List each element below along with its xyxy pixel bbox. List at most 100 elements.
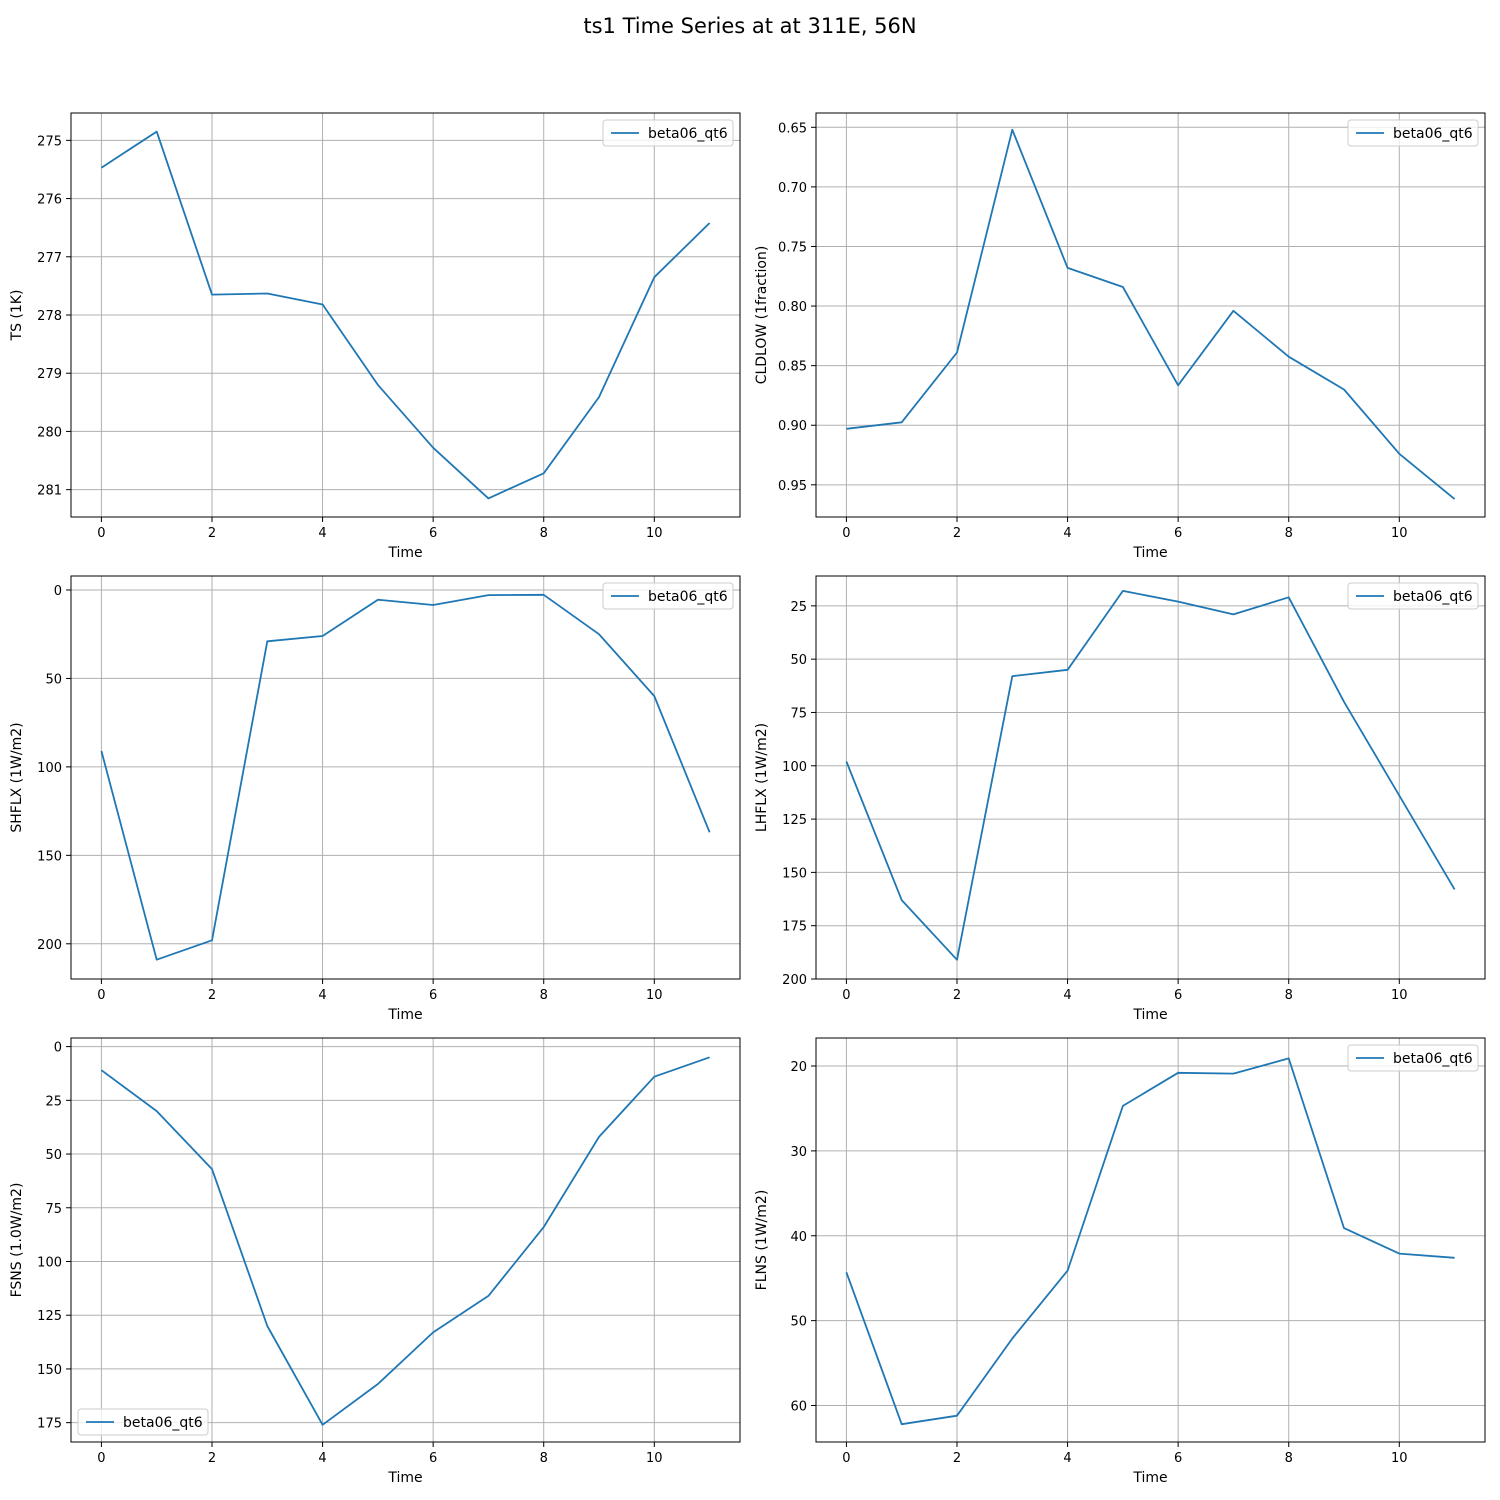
axes-frame [70, 575, 741, 980]
y-tick-label: 150 [37, 849, 62, 864]
series-line [846, 128, 1456, 500]
legend: beta06_qt6 [602, 582, 734, 610]
x-tick-label: 0 [842, 1451, 850, 1466]
y-tick-label: 25 [45, 1094, 62, 1109]
x-tick-label: 6 [429, 526, 437, 541]
legend: beta06_qt6 [77, 1408, 209, 1436]
legend: beta06_qt6 [602, 119, 734, 147]
x-tick-label: 8 [540, 1451, 548, 1466]
y-tick-label: 0 [54, 1041, 62, 1056]
legend: beta06_qt6 [1347, 119, 1479, 147]
x-tick-label: 6 [429, 1451, 437, 1466]
y-tick-label: 20 [790, 1060, 807, 1075]
series-line [845, 1057, 1455, 1426]
series-line [100, 593, 711, 961]
legend-label: beta06_qt6 [1393, 589, 1473, 605]
y-tick-label: 277 [37, 251, 62, 266]
y-tick-label: 100 [37, 1255, 62, 1270]
y-tick-label: 0.80 [778, 300, 807, 315]
legend-box [602, 582, 734, 610]
axes-frame [815, 575, 1486, 980]
x-tick-label: 2 [953, 526, 961, 541]
x-tick-label: 10 [646, 1451, 663, 1466]
x-tick-label: 0 [97, 1451, 105, 1466]
y-tick-label: 100 [782, 760, 807, 775]
y-tick-label: 279 [37, 367, 62, 382]
x-tick-label: 2 [953, 988, 961, 1003]
series-line [100, 130, 711, 500]
x-tick-label: 2 [208, 988, 216, 1003]
x-tick-label: 6 [1174, 1451, 1182, 1466]
x-tick-label: 10 [1391, 1451, 1408, 1466]
y-tick-label: 150 [782, 866, 807, 881]
x-axis-label: Time [1132, 1007, 1167, 1023]
x-tick-label: 6 [429, 988, 437, 1003]
x-tick-label: 4 [318, 1451, 326, 1466]
legend-box [602, 119, 734, 147]
x-tick-label: 0 [842, 988, 850, 1003]
legend-label: beta06_qt6 [123, 1415, 203, 1431]
y-tick-label: 75 [790, 706, 807, 721]
x-tick-label: 4 [1063, 988, 1071, 1003]
x-tick-label: 6 [1174, 526, 1182, 541]
x-axis-label: Time [1132, 545, 1167, 561]
x-tick-label: 10 [1391, 988, 1408, 1003]
y-tick-label: 125 [782, 813, 807, 828]
legend-box [1347, 119, 1479, 147]
legend-box [1347, 582, 1479, 610]
y-tick-label: 50 [45, 1148, 62, 1163]
x-axis-label: Time [1132, 1470, 1167, 1486]
y-tick-label: 50 [790, 653, 807, 668]
y-tick-label: 275 [37, 134, 62, 149]
y-tick-label: 175 [37, 1417, 62, 1432]
y-tick-label: 0.95 [778, 479, 807, 494]
y-axis-label: FSNS (1.0W/m2) [9, 1183, 25, 1298]
chart-panel-6: 0 2 4 6 8 10 20 30 40 50 60 Time FLNS (1W/m2) beta06_… [754, 1037, 1486, 1486]
x-tick-label: 8 [1285, 988, 1293, 1003]
legend-label: beta06_qt6 [648, 126, 728, 142]
y-tick-label: 278 [37, 309, 62, 324]
legend-label: beta06_qt6 [648, 589, 728, 605]
x-tick-label: 8 [540, 526, 548, 541]
y-tick-label: 75 [45, 1202, 62, 1217]
x-tick-label: 2 [208, 1451, 216, 1466]
x-tick-label: 8 [540, 988, 548, 1003]
x-tick-label: 0 [97, 988, 105, 1003]
y-axis-label: SHFLX (1W/m2) [9, 722, 25, 832]
x-axis-label: Time [387, 1007, 422, 1023]
y-tick-label: 0.85 [778, 360, 807, 375]
legend-box [1347, 1044, 1479, 1072]
axes-frame [815, 1037, 1486, 1443]
y-tick-label: 30 [790, 1145, 807, 1160]
legend: beta06_qt6 [1347, 582, 1479, 610]
x-tick-label: 6 [1174, 988, 1182, 1003]
chart-panel-1: 0 2 4 6 8 10 275 276 277 278 279 280 281 Time TS (1K) b… [9, 112, 741, 561]
x-tick-label: 8 [1285, 1451, 1293, 1466]
legend: beta06_qt6 [1347, 1044, 1479, 1072]
x-tick-label: 2 [953, 1451, 961, 1466]
x-axis-label: Time [387, 1470, 422, 1486]
y-tick-label: 175 [782, 920, 807, 935]
y-tick-label: 0 [54, 584, 62, 599]
y-tick-label: 200 [782, 973, 807, 988]
series-line [845, 590, 1456, 961]
y-tick-label: 50 [45, 672, 62, 687]
x-tick-label: 10 [646, 526, 663, 541]
legend-label: beta06_qt6 [1393, 1051, 1473, 1067]
legend-box [77, 1408, 209, 1436]
y-tick-label: 40 [790, 1230, 807, 1245]
y-tick-label: 60 [790, 1400, 807, 1415]
x-tick-label: 4 [1063, 1451, 1071, 1466]
y-axis-label: FLNS (1W/m2) [754, 1190, 770, 1291]
y-tick-label: 100 [37, 761, 62, 776]
y-axis-label: TS (1K) [9, 290, 25, 342]
y-axis-label: LHFLX (1W/m2) [754, 723, 770, 832]
y-tick-label: 150 [37, 1363, 62, 1378]
y-tick-label: 281 [37, 484, 62, 499]
chart-panel-2: 0 2 4 6 8 10 0.65 0.70 0.75 0.80 0.85 0.90 0.95 Time C… [754, 112, 1486, 561]
x-tick-label: 4 [318, 526, 326, 541]
axes-frame [70, 1037, 741, 1443]
